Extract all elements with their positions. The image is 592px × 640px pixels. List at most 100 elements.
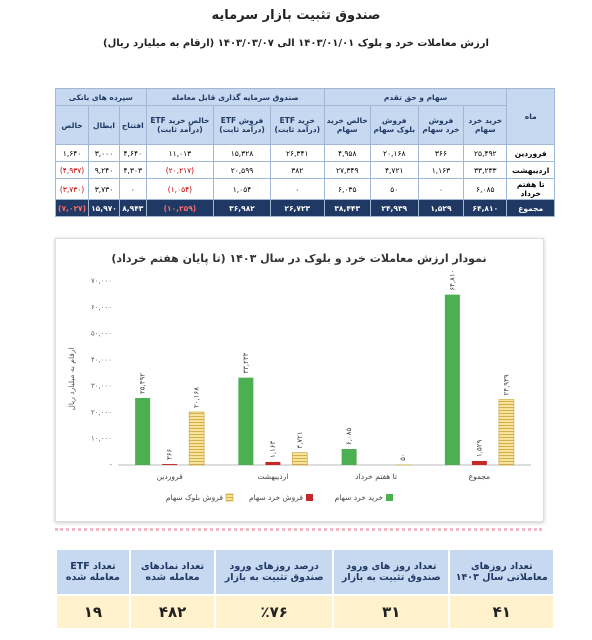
value-label: ۱,۵۲۹ [475,439,483,457]
table-cell: (۴,۹۳۷) [54,161,90,179]
legend-label: فروش بلوک سهام [166,493,224,502]
table-cell: ۲۴,۹۳۹ [369,199,419,217]
column-header: خالص خرید ETF (درآمد ثابت) [145,105,215,145]
bar [292,452,308,466]
table-cell: ۳۶,۹۸۲ [213,199,271,217]
value-label: ۲۰,۱۶۸ [193,387,201,408]
group-header: سپرده های بانکی [55,88,147,106]
legend-label: فروش خرد سهام [249,493,303,502]
table-cell: ۱۵,۹۷۰ [88,199,120,217]
chart-title: نمودار ارزش معاملات خرد و بلوک در سال ۱۴… [111,252,486,265]
column-header: فروش ETF (درآمد ثابت) [213,105,271,145]
value-label: ۵۰ [399,453,407,461]
column-header: خالص [54,105,90,145]
table-row: تا هفتم خرداد ۶,۰۸۵ ۰ ۵۰ ۶,۰۳۵ ۰ ۱,۰۵۴ (۱,۰۵۴) ۰… [54,178,555,200]
summary-header: تعداد نمادهای معامله شده [128,548,217,596]
row-label: مجموع [506,199,555,217]
table-cell: ۹,۲۴۰ [88,161,120,179]
header-row: ماه سهام و حق تقدم صندوق سرمایه گذاری قابل… [55,88,555,145]
table-row: مجموع ۶۴,۸۱۰ ۱,۵۲۹ ۲۴,۹۳۹ ۳۸,۴۴۳ ۲۶,۷۲۳ ۳۶,۹۸۲… [54,199,555,217]
table-cell: ۲۷,۳۴۹ [323,161,371,179]
y-tick-label: ۴۰,۰۰۰ [91,356,112,364]
chart: نمودار ارزش معاملات خرد و بلوک در سال ۱۴… [67,252,531,502]
y-tick-label: - [109,461,112,469]
table-cell: ۲۶,۳۴۱ [269,144,325,162]
x-tick-label: تا هفتم خرداد [355,472,397,481]
bar [444,294,460,465]
column-header: فروش خرد سهام [417,105,465,145]
table-cell: ۴,۹۵۸ [323,144,371,162]
table-cell: ۴,۶۴۰ [118,144,147,162]
table-cell: (۱,۰۵۴) [145,178,215,200]
y-axis-title: ارقام به میلیارد ریال [67,347,76,410]
table-cell: ۳۶۶ [417,144,465,162]
value-label: ۳۶۶ [166,449,174,461]
table-cell: ۱,۰۵۴ [213,178,271,200]
bar [238,377,254,465]
value-label: ۲۵,۴۹۲ [139,373,147,394]
title: صندوق تثبیت بازار سرمایه [211,8,381,23]
row-label: اردیبهشت [506,161,555,179]
subtitle: ارزش معاملات خرد و بلوک ۱۴۰۳/۰۱/۰۱ الی ۱… [103,38,489,49]
y-tick-label: ۷۰,۰۰۰ [91,277,112,285]
value-label: ۱,۱۶۳ [269,440,277,458]
table-cell: (۷,۰۲۷) [54,199,90,217]
legend-swatch [386,494,393,501]
bar [135,397,151,465]
table-row: اردیبهشت ۳۳,۲۳۳ ۱,۱۶۳ ۴,۷۲۱ ۲۷,۳۴۹ ۳۸۲ ۲۰,۵۹۹(… [54,161,555,179]
table-cell: ۵۰ [369,178,419,200]
bar [162,464,178,465]
table-cell: ۳۸۲ [269,161,325,179]
y-tick-label: ۱۰,۰۰۰ [91,435,112,443]
chart-panel: نمودار ارزش معاملات خرد و بلوک در سال ۱۴… [55,238,544,522]
column-header: خالص خرید سهام [323,105,371,145]
column-header: ابطال [88,105,120,145]
value-label: ۴,۷۲۱ [296,431,304,448]
y-tick-label: ۲۰,۰۰۰ [91,408,112,416]
x-tick-label: اردیبهشت [257,472,288,481]
table-cell: (۱۰,۲۵۹) [145,199,215,217]
table-cell: (۳,۷۳۰) [54,178,90,200]
table-cell: ۱,۱۶۳ [417,161,465,179]
legend-swatch [225,493,234,502]
table-cell: (۲۰,۲۱۷) [145,161,215,179]
table-cell: ۰ [417,178,465,200]
table-cell: ۳,۷۳۰ [88,178,120,200]
group-header: سهام و حق تقدم [323,88,508,106]
column-header: خرید خرد سهام [463,105,508,145]
table-cell: ۲۶,۷۲۳ [269,199,325,217]
row-label: فروردین [506,144,555,162]
summary-header: درصد روزهای ورود صندوق تثبیت به بازار [214,548,334,596]
bar [341,449,357,465]
table-cell: ۶,۰۳۵ [323,178,371,200]
bar [471,460,487,465]
header-row: خرید خرد سهام فروش خرد سهام فروش بلوک سهام… [54,105,555,145]
table-cell: ۲۰,۵۹۹ [213,161,271,179]
table-cell: ۸,۹۴۳ [118,199,147,217]
summary-value: ۱۹ [55,594,131,630]
row-label: تا هفتم خرداد [506,178,555,200]
table-cell: ۳۸,۴۴۳ [323,199,371,217]
summary-header: تعداد روز های ورود صندوق تثبیت به بازار [331,548,451,596]
value-label: ۳۳,۲۳۳ [242,352,250,373]
summary-value: ۴۱ [448,594,555,630]
table-cell: ۶۴,۸۱۰ [463,199,508,217]
bar [498,399,515,466]
table-cell: ۰ [269,178,325,200]
y-tick-label: ۳۰,۰۰۰ [91,382,112,390]
group-header: صندوق سرمایه گذاری قابل معامله [145,88,325,106]
table-cell: ۳۳,۲۳۳ [463,161,508,179]
y-tick-label: ۶۰,۰۰۰ [91,303,112,311]
value-label: ۶,۰۸۵ [345,428,353,446]
summary-header: تعداد روزهای معاملاتی سال ۱۴۰۳ [448,548,555,596]
summary-header-row: تعداد روزهای معاملاتی سال ۱۴۰۳ تعداد روز … [55,548,555,596]
column-header: افتتاح [118,105,147,145]
table-cell: ۴,۷۲۱ [369,161,419,179]
summary-value: ۳۱ [331,594,451,630]
month-header: ماه [506,88,555,145]
summary-value-row: ۴۱ ۳۱ ٪۷۶ ۴۸۲ ۱۹ [55,594,555,630]
table-cell: ۱۱,۰۱۳ [145,144,215,162]
legend-label: خرید خرد سهام [335,493,384,502]
table-cell: ۰ [118,178,147,200]
